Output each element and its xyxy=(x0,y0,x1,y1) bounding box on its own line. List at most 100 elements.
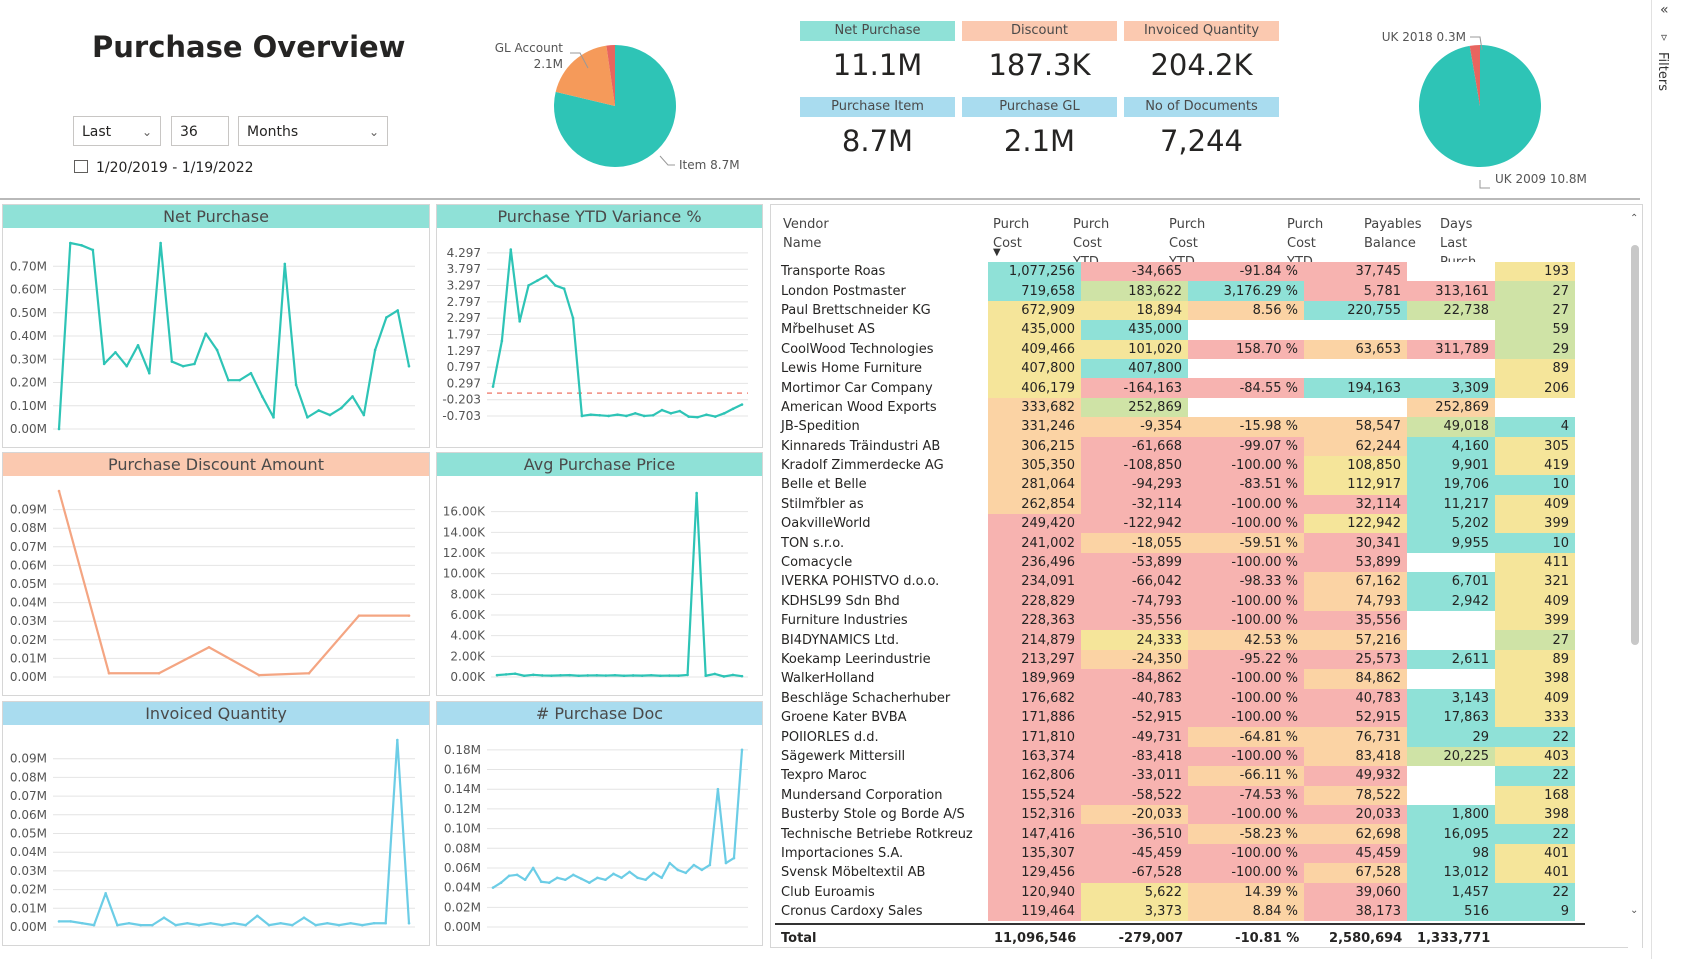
table-row[interactable]: Mřbelhuset AS 435,000 435,000 59 xyxy=(775,320,1575,340)
data-point[interactable] xyxy=(604,878,607,882)
data-point[interactable] xyxy=(92,923,96,927)
data-point[interactable] xyxy=(306,416,309,419)
data-point[interactable] xyxy=(547,881,551,885)
series-line[interactable] xyxy=(59,738,411,927)
table-row[interactable]: Furniture Industries 228,363 -35,556 -100.0… xyxy=(775,611,1575,631)
data-point[interactable] xyxy=(256,914,259,918)
data-point[interactable] xyxy=(668,674,671,677)
table-row[interactable]: TON s.r.o. 241,002 -18,055 -59.51 % 30,341 9,… xyxy=(775,533,1575,553)
data-point[interactable] xyxy=(174,923,177,927)
data-point[interactable] xyxy=(527,284,530,287)
data-point[interactable] xyxy=(186,921,189,925)
data-point[interactable] xyxy=(531,866,535,870)
data-point[interactable] xyxy=(291,923,294,927)
data-point[interactable] xyxy=(732,856,736,860)
data-point[interactable] xyxy=(294,383,298,387)
data-point[interactable] xyxy=(677,674,680,677)
data-point[interactable] xyxy=(116,923,119,927)
data-point[interactable] xyxy=(238,378,241,382)
data-point[interactable] xyxy=(660,876,663,880)
table-row[interactable]: JB-Spedition 331,246 -9,354 -15.98 % 58,547 4… xyxy=(775,417,1575,437)
series-line[interactable] xyxy=(492,749,744,889)
table-row[interactable]: Stilmřbler as 262,854 -32,114 -100.00 % 32,1… xyxy=(775,494,1575,515)
expand-pane-icon[interactable]: « xyxy=(1660,2,1669,18)
data-point[interactable] xyxy=(631,674,635,677)
data-point[interactable] xyxy=(651,413,655,417)
data-point[interactable] xyxy=(162,916,166,919)
data-point[interactable] xyxy=(181,364,185,368)
data-point[interactable] xyxy=(127,921,131,925)
data-point[interactable] xyxy=(580,877,583,881)
data-point[interactable] xyxy=(372,921,376,925)
data-point[interactable] xyxy=(596,876,599,880)
data-point[interactable] xyxy=(550,674,553,677)
data-point[interactable] xyxy=(572,873,575,877)
data-point[interactable] xyxy=(669,412,673,415)
table-row[interactable]: Lewis Home Furniture 407,800 407,800 89 xyxy=(775,358,1575,379)
data-point[interactable] xyxy=(571,316,575,320)
data-point[interactable] xyxy=(559,674,562,677)
data-point[interactable] xyxy=(724,861,728,865)
table-row[interactable]: Busterby Stole og Borde A/S 152,316 -20,03… xyxy=(775,804,1575,825)
data-point[interactable] xyxy=(197,923,201,927)
data-point[interactable] xyxy=(562,287,566,290)
data-point[interactable] xyxy=(580,414,584,418)
table-row[interactable]: Beschläge Schacherhuber 176,682 -40,783 -10… xyxy=(775,688,1575,708)
data-point[interactable] xyxy=(668,861,672,865)
data-point[interactable] xyxy=(620,876,623,880)
table-row[interactable]: Club Euroamis 120,940 5,622 14.39 % 39,060 1,… xyxy=(775,882,1575,902)
data-point[interactable] xyxy=(139,923,142,927)
data-point[interactable] xyxy=(102,362,106,366)
data-point[interactable] xyxy=(616,413,619,416)
data-point[interactable] xyxy=(740,674,744,678)
table-row[interactable]: IVERKA POHISTVO d.o.o. 234,091 -66,042 -98.… xyxy=(775,572,1575,592)
data-point[interactable] xyxy=(676,868,680,872)
data-point[interactable] xyxy=(328,413,332,417)
data-point[interactable] xyxy=(577,674,580,678)
period-count-input[interactable]: 36 xyxy=(171,116,229,146)
data-point[interactable] xyxy=(740,748,744,752)
data-point[interactable] xyxy=(68,241,72,245)
data-point[interactable] xyxy=(385,316,388,319)
data-point[interactable] xyxy=(604,674,608,677)
table-row[interactable]: Belle et Belle 281,064 -94,293 -83.51 % 112,… xyxy=(775,475,1575,495)
data-point[interactable] xyxy=(349,921,352,925)
series-line[interactable] xyxy=(57,241,411,430)
data-point[interactable] xyxy=(170,360,174,363)
data-point[interactable] xyxy=(81,921,84,925)
data-point[interactable] xyxy=(114,350,117,354)
data-point[interactable] xyxy=(523,878,527,882)
data-point[interactable] xyxy=(531,673,535,677)
series-line[interactable] xyxy=(496,491,743,678)
data-point[interactable] xyxy=(716,787,720,791)
data-point[interactable] xyxy=(148,371,151,375)
data-point[interactable] xyxy=(495,673,499,677)
data-point[interactable] xyxy=(612,872,615,876)
data-point[interactable] xyxy=(232,921,236,925)
data-point[interactable] xyxy=(522,674,526,678)
data-point[interactable] xyxy=(695,491,698,495)
scroll-up-icon[interactable]: ⌃ xyxy=(1630,213,1639,224)
pie-slice-gl[interactable] xyxy=(555,45,615,106)
data-point[interactable] xyxy=(267,923,271,927)
data-point[interactable] xyxy=(731,673,735,677)
data-point[interactable] xyxy=(625,414,628,418)
data-point[interactable] xyxy=(541,674,544,677)
data-point[interactable] xyxy=(640,674,644,677)
data-point[interactable] xyxy=(509,248,513,251)
data-point[interactable] xyxy=(57,920,61,923)
data-point[interactable] xyxy=(373,348,377,352)
data-point[interactable] xyxy=(636,876,639,880)
data-point[interactable] xyxy=(80,244,83,247)
data-point[interactable] xyxy=(283,262,287,266)
table-row[interactable]: Paul Brettschneider KG 672,909 18,894 8.56 … xyxy=(775,300,1575,321)
data-point[interactable] xyxy=(536,279,539,282)
table-row[interactable]: BI4DYNAMICS Ltd. 214,879 24,333 42.53 % 57,2… xyxy=(775,630,1575,650)
data-point[interactable] xyxy=(407,364,411,368)
data-point[interactable] xyxy=(491,886,495,889)
table-row[interactable]: WalkerHolland 189,969 -84,862 -100.00 % 84,8… xyxy=(775,669,1575,689)
data-point[interactable] xyxy=(314,923,317,927)
data-point[interactable] xyxy=(722,412,726,415)
sort-desc-icon[interactable]: ▼ xyxy=(993,247,1001,258)
data-point[interactable] xyxy=(104,892,107,895)
